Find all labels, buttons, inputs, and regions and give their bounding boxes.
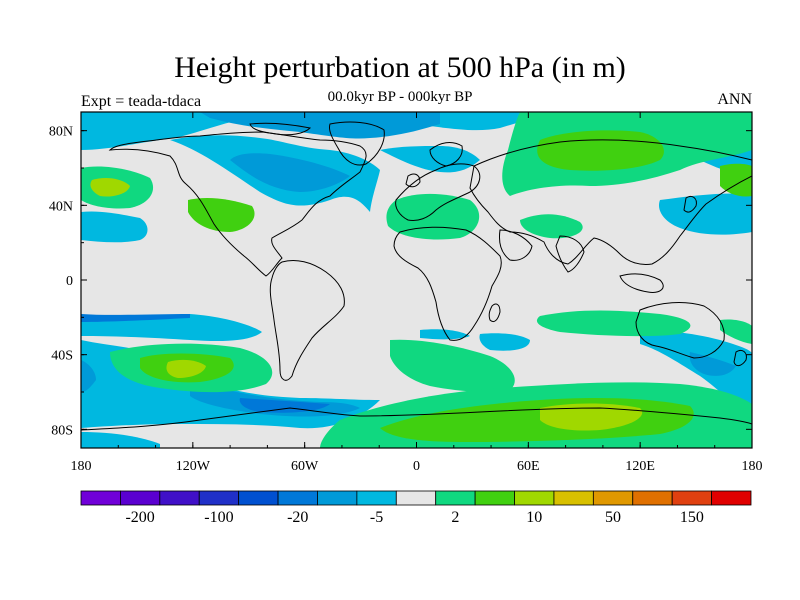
lat-tick-label: 40S	[51, 349, 73, 364]
coastline-arabia	[499, 229, 533, 261]
contour-negative-arctic-core	[200, 112, 440, 139]
colorbar-label: 2	[451, 509, 459, 526]
contour-negative-north-atlantic	[380, 146, 480, 173]
coastline-asia	[469, 139, 752, 265]
lat-tick-label: 0	[66, 274, 73, 289]
colorbar-swatch	[474, 490, 515, 506]
lon-tick-label: 120W	[176, 459, 211, 474]
coastline-southeast-asia	[619, 273, 664, 293]
lon-tick-label: 180	[742, 459, 763, 474]
coastline-south-america	[269, 259, 345, 381]
colorbar-swatch	[120, 490, 161, 506]
coastline-antarctica	[81, 407, 752, 431]
contour-positive-mediterranean	[386, 193, 480, 240]
lat-tick-label: 40N	[49, 199, 73, 214]
colorbar-swatch	[159, 490, 200, 506]
coastline-europe	[395, 163, 481, 221]
colorbar-swatch	[671, 490, 712, 506]
colorbar-label: 150	[680, 509, 704, 526]
coastline-india	[555, 235, 585, 273]
experiment-label: Expt = teada-tdaca	[81, 93, 202, 110]
colorbar-swatch	[238, 490, 279, 506]
contour-positive-eurasia-core	[537, 130, 664, 171]
contour-negative-tasman	[689, 352, 736, 376]
colorbar-swatch	[356, 490, 397, 506]
contour-positive-northeast-pacific	[720, 163, 752, 197]
colorbar-label: 10	[526, 509, 542, 526]
colorbar-label: -200	[125, 509, 154, 526]
contour-positive-southwest-pacific	[81, 432, 160, 448]
coastline-greenland	[329, 121, 385, 166]
colorbar-label: -5	[370, 509, 383, 526]
lon-tick-label: 120E	[625, 459, 655, 474]
contour-negative-canada-core	[230, 153, 350, 192]
colorbar: -200 -100 -20 -5 2 10 50 150	[80, 490, 752, 526]
colorbar-swatch	[277, 490, 318, 506]
season-label: ANN	[717, 91, 752, 108]
lon-tick-label: 0	[413, 459, 420, 474]
contour-negative-amundsen	[239, 398, 330, 413]
contour-negative-mid-latitude-pacific	[81, 211, 148, 243]
coastline-australia	[635, 302, 725, 359]
coastline-africa	[393, 226, 502, 341]
colorbar-swatch	[553, 490, 594, 506]
contour-positive-indian-south	[720, 319, 752, 344]
coastline-japan	[683, 195, 697, 213]
coastline-scandinavia	[429, 142, 463, 167]
coastline-madagascar	[488, 303, 501, 323]
map-subtitle: 00.0kyr BP - 000kyr BP	[327, 89, 473, 105]
map-title: Height perturbation at 500 hPa (in m)	[174, 51, 626, 84]
colorbar-swatch	[395, 490, 437, 506]
colorbar-swatch	[711, 490, 752, 506]
colorbar-swatch	[435, 490, 476, 506]
colorbar-label: 50	[605, 509, 621, 526]
coastline-north-america	[108, 131, 367, 277]
coastline-arctic-islands	[249, 122, 312, 136]
colorbar-swatch	[514, 490, 555, 506]
lon-tick-label: 60E	[517, 459, 540, 474]
lon-tick-label: 180	[71, 459, 92, 474]
colorbar-swatch	[632, 490, 673, 506]
lat-tick-label: 80S	[51, 423, 73, 438]
contour-negative-west-pacific	[420, 329, 470, 340]
lat-tick-label: 80N	[49, 125, 73, 140]
lon-tick-label: 60W	[291, 459, 319, 474]
colorbar-swatch	[80, 490, 121, 506]
contour-fills	[81, 112, 752, 448]
contour-positive-north-pacific-core	[90, 178, 130, 197]
contour-positive-south-pacific-peak	[166, 359, 206, 378]
contour-positive-indian-ocean	[536, 310, 691, 337]
coastline-new-zealand	[733, 349, 747, 367]
coastlines	[81, 121, 752, 431]
map-axes: 80N 40N 0 40S 80S 180 120W 60W 0 60E 120E 180	[49, 112, 763, 474]
colorbar-swatch	[198, 490, 240, 506]
coastline-british-isles	[405, 173, 421, 188]
colorbar-swatch	[317, 490, 358, 506]
colorbar-label: -100	[204, 509, 233, 526]
contour-negative-far-west	[81, 360, 96, 392]
colorbar-label: -20	[287, 509, 308, 526]
contour-positive-south-atlantic	[390, 339, 515, 392]
colorbar-swatch	[592, 490, 634, 506]
contour-negative-south-pacific-deep	[81, 314, 190, 322]
contour-positive-central-asia	[520, 214, 583, 239]
contour-negative-east-asia	[658, 193, 752, 235]
contour-negative-south-atlantic	[479, 333, 530, 351]
contour-negative-indian-ocean	[640, 330, 752, 410]
contour-positive-antarctica-peak	[540, 403, 643, 431]
